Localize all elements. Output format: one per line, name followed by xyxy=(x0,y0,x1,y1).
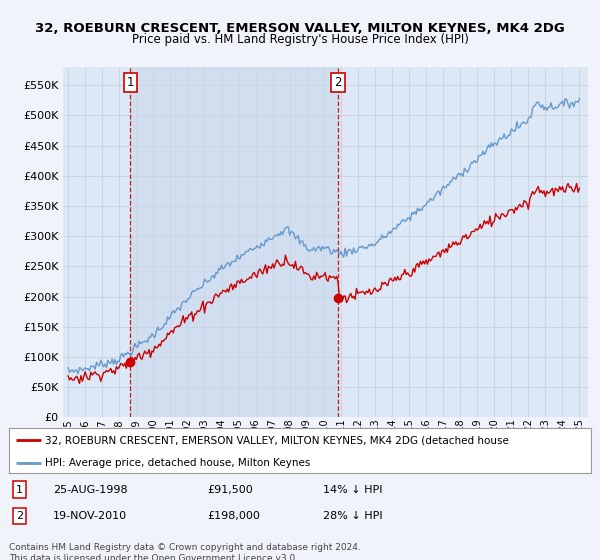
Text: Contains HM Land Registry data © Crown copyright and database right 2024.
This d: Contains HM Land Registry data © Crown c… xyxy=(9,543,361,560)
Bar xyxy=(130,67,338,417)
Text: 25-AUG-1998: 25-AUG-1998 xyxy=(53,484,127,494)
Text: £198,000: £198,000 xyxy=(207,511,260,521)
Text: £91,500: £91,500 xyxy=(207,484,253,494)
Text: 2: 2 xyxy=(16,511,23,521)
Text: 32, ROEBURN CRESCENT, EMERSON VALLEY, MILTON KEYNES, MK4 2DG: 32, ROEBURN CRESCENT, EMERSON VALLEY, MI… xyxy=(35,21,565,35)
Text: 19-NOV-2010: 19-NOV-2010 xyxy=(53,511,127,521)
Text: Price paid vs. HM Land Registry's House Price Index (HPI): Price paid vs. HM Land Registry's House … xyxy=(131,32,469,46)
Text: 28% ↓ HPI: 28% ↓ HPI xyxy=(323,511,383,521)
Text: 14% ↓ HPI: 14% ↓ HPI xyxy=(323,484,383,494)
Text: 1: 1 xyxy=(127,77,134,90)
Text: 32, ROEBURN CRESCENT, EMERSON VALLEY, MILTON KEYNES, MK4 2DG (detached house: 32, ROEBURN CRESCENT, EMERSON VALLEY, MI… xyxy=(45,436,509,446)
Text: HPI: Average price, detached house, Milton Keynes: HPI: Average price, detached house, Milt… xyxy=(45,458,310,468)
Text: 2: 2 xyxy=(334,77,342,90)
Text: 1: 1 xyxy=(16,484,23,494)
